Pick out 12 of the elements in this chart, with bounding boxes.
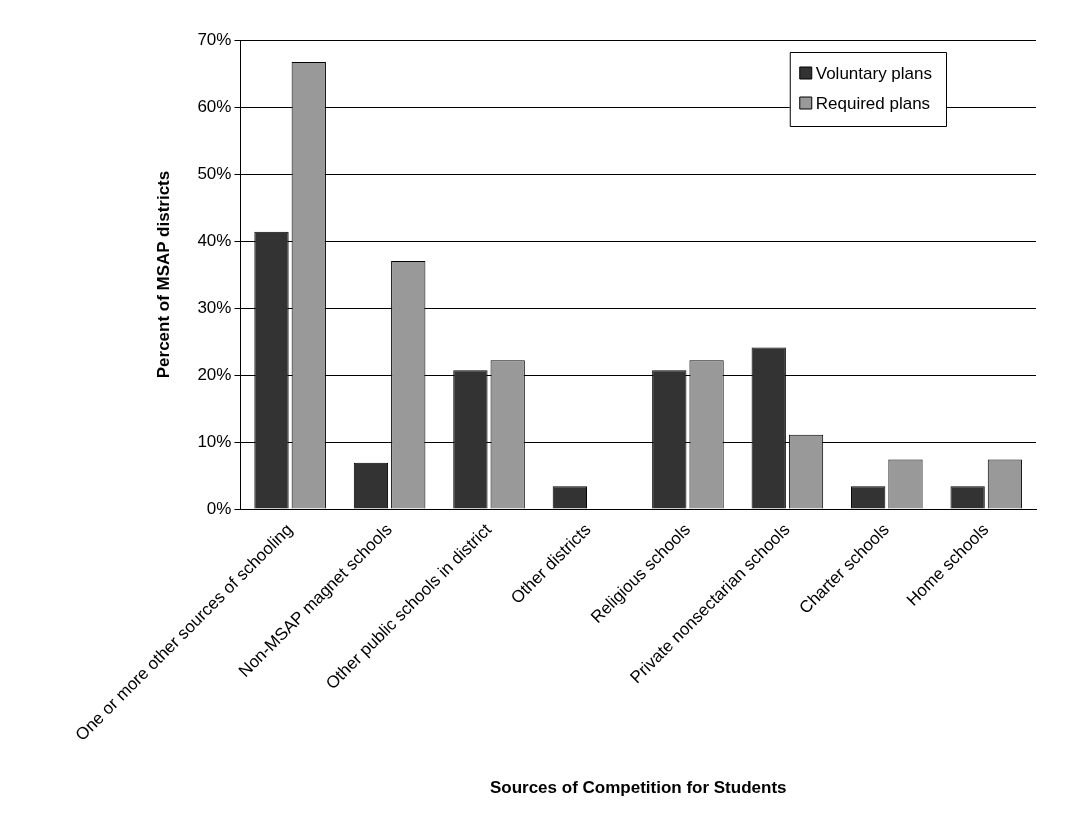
- y-tick-label: 40%: [197, 230, 232, 250]
- legend-label: Required plans: [815, 93, 931, 113]
- y-tick-label: 30%: [197, 297, 232, 317]
- y-tick-label: 10%: [197, 431, 232, 451]
- y-tick-label: 0%: [206, 498, 232, 518]
- y-tick-label: 50%: [197, 163, 232, 183]
- y-axis-title: Percent of MSAP districts: [153, 170, 173, 379]
- y-tick-label: 60%: [197, 96, 232, 116]
- x-axis-title: Sources of Competition for Students: [489, 778, 787, 798]
- legend-label: Voluntary plans: [815, 63, 933, 83]
- y-tick-label: 20%: [197, 364, 232, 384]
- y-tick-label: 70%: [197, 29, 232, 49]
